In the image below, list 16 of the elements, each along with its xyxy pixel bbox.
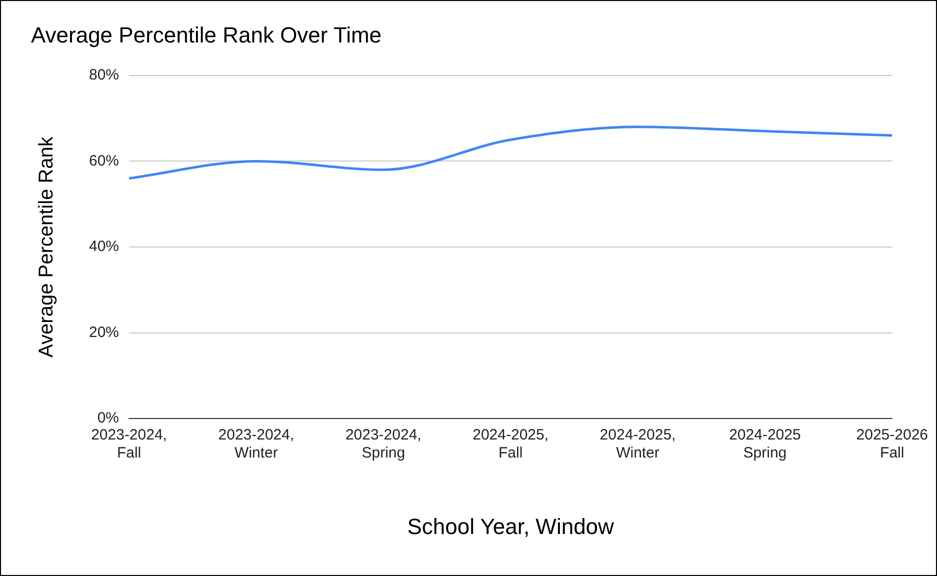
y-tick-label: 0%: [97, 410, 120, 427]
x-tick-label: 2023-2024, Winter: [218, 426, 294, 462]
y-tick-label: 40%: [88, 238, 120, 256]
x-tick-label: 2023-2024, Fall: [91, 426, 167, 462]
x-tick-label: 2023-2024, Spring: [345, 426, 422, 462]
line-series: [128, 126, 894, 180]
chart-title: Average Percentile Rank Over Time: [31, 22, 382, 48]
y-axis-title: Average Percentile Rank: [36, 136, 58, 358]
x-axis-title: School Year, Window: [407, 514, 614, 539]
y-tick-label: 20%: [88, 324, 120, 341]
x-tick-label: 2024-2025, Fall: [472, 426, 549, 462]
y-tick-label: 80%: [88, 66, 120, 84]
x-tick-label: 2024-2025, Winter: [600, 426, 676, 462]
x-tick-label: 2025-2026 Fall: [856, 426, 928, 462]
x-tick-label: 2024-2025 Spring: [729, 426, 801, 462]
y-tick-label: 60%: [88, 152, 120, 170]
